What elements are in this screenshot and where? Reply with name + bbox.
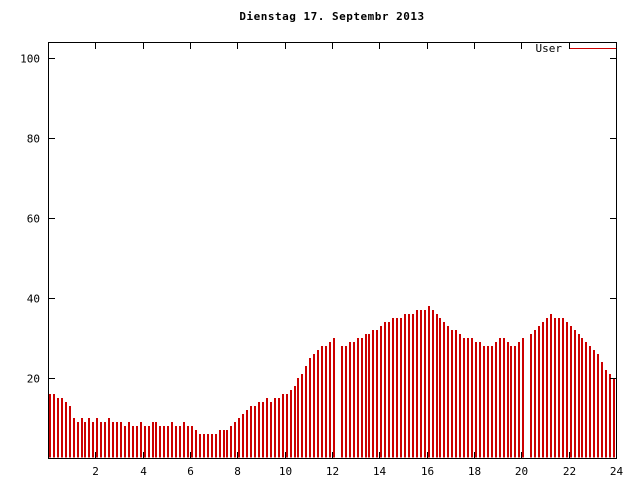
x-tick-label: 20 bbox=[515, 465, 528, 478]
y-tick-label: 60 bbox=[27, 213, 40, 226]
x-tick-label: 8 bbox=[234, 465, 241, 478]
legend: User bbox=[535, 42, 616, 55]
x-tick-label: 12 bbox=[326, 465, 339, 478]
y-tick-label: 100 bbox=[20, 53, 40, 66]
x-tick-label: 14 bbox=[373, 465, 387, 478]
y-tick-label: 40 bbox=[27, 293, 40, 306]
x-tick-label: 4 bbox=[140, 465, 147, 478]
legend-label-user: User bbox=[535, 42, 563, 55]
x-tick-label: 24 bbox=[610, 465, 624, 478]
y-tick-label: 80 bbox=[27, 133, 40, 146]
x-tick-label: 10 bbox=[279, 465, 292, 478]
plot-border bbox=[48, 42, 617, 459]
x-tick-label: 2 bbox=[92, 465, 99, 478]
legend-line-icon bbox=[570, 48, 616, 49]
x-tick-label: 6 bbox=[187, 465, 194, 478]
y-tick-label: 20 bbox=[27, 373, 40, 386]
x-tick-label: 16 bbox=[421, 465, 434, 478]
chart-title: Dienstag 17. Septembr 2013 bbox=[239, 10, 425, 23]
x-tick-label: 18 bbox=[468, 465, 481, 478]
x-tick-label: 22 bbox=[563, 465, 576, 478]
